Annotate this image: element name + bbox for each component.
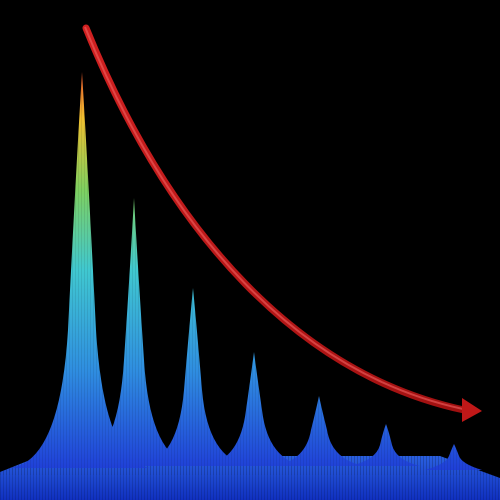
arrow-head [462,398,482,422]
peak-mesh-overlay [0,60,500,475]
peaks [0,60,500,475]
decay-arrow [82,24,482,422]
arrow-highlight [84,26,464,410]
